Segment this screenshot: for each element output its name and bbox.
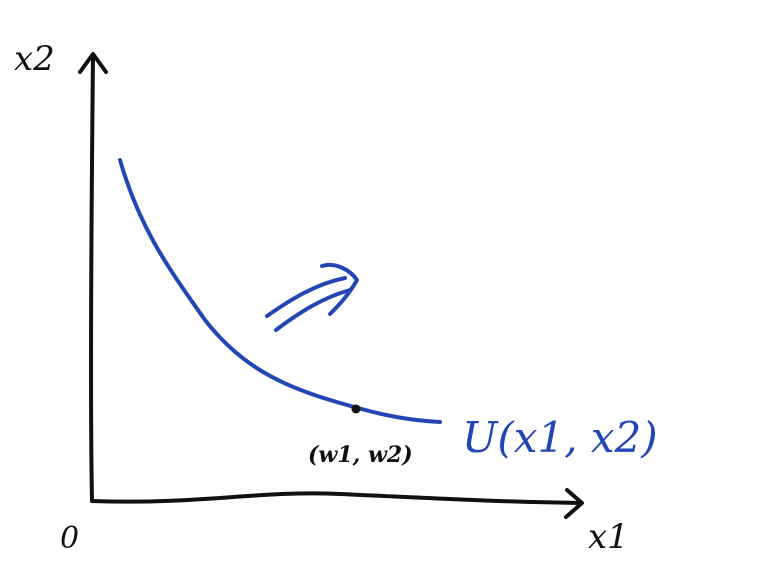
y-axis	[88, 54, 95, 502]
origin-label: 0	[60, 521, 79, 556]
double-arrow-icon	[265, 263, 359, 332]
curve-point	[351, 404, 361, 414]
y-axis-label: x2	[14, 39, 55, 79]
curve-label: U(x1, x2)	[462, 413, 658, 462]
x-axis-arrowhead	[564, 488, 584, 519]
x-axis	[90, 491, 582, 505]
y-axis-arrowhead	[78, 52, 108, 74]
point-label: (w1, w2)	[308, 442, 413, 468]
utility-curve	[118, 158, 442, 424]
x-axis-label: x1	[588, 517, 629, 557]
